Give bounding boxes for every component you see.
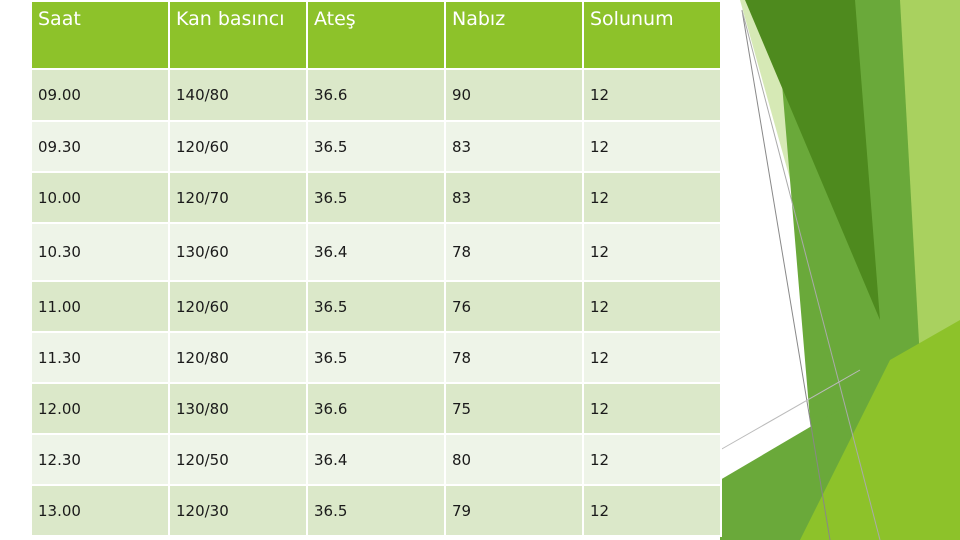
cell-kan-basinci: 130/80: [168, 382, 308, 435]
table-row: 10.00 120/70 36.5 83 12: [30, 171, 722, 224]
cell-nabiz: 79: [444, 484, 584, 537]
deco-line: [741, 9, 881, 540]
cell-nabiz: 75: [444, 382, 584, 435]
table-row: 13.00 120/30 36.5 79 12: [30, 484, 722, 537]
header-nabiz: Nabız: [444, 0, 584, 70]
cell-nabiz: 90: [444, 68, 584, 122]
cell-kan-basinci: 120/30: [168, 484, 308, 537]
header-saat: Saat: [30, 0, 170, 70]
cell-ates: 36.6: [306, 382, 446, 435]
cell-saat: 12.00: [30, 382, 170, 435]
cell-ates: 36.5: [306, 331, 446, 384]
cell-ates: 36.5: [306, 484, 446, 537]
cell-saat: 11.30: [30, 331, 170, 384]
cell-saat: 12.30: [30, 433, 170, 486]
table-row: 09.00 140/80 36.6 90 12: [30, 68, 722, 122]
cell-ates: 36.5: [306, 120, 446, 173]
cell-solunum: 12: [582, 382, 722, 435]
cell-solunum: 12: [582, 433, 722, 486]
cell-nabiz: 76: [444, 280, 584, 333]
cell-saat: 09.00: [30, 68, 170, 122]
header-kan-basinci: Kan basıncı: [168, 0, 308, 70]
cell-nabiz: 78: [444, 331, 584, 384]
cell-saat: 13.00: [30, 484, 170, 537]
table-header-row: Saat Kan basıncı Ateş Nabız Solunum: [30, 0, 722, 70]
header-ates: Ateş: [306, 0, 446, 70]
cell-solunum: 12: [582, 171, 722, 224]
header-solunum: Solunum: [582, 0, 722, 70]
vital-signs-table: Saat Kan basıncı Ateş Nabız Solunum 09.0…: [30, 0, 722, 537]
cell-nabiz: 80: [444, 433, 584, 486]
cell-kan-basinci: 120/70: [168, 171, 308, 224]
cell-ates: 36.6: [306, 68, 446, 122]
cell-solunum: 12: [582, 280, 722, 333]
cell-solunum: 12: [582, 331, 722, 384]
cell-saat: 11.00: [30, 280, 170, 333]
cell-kan-basinci: 120/50: [168, 433, 308, 486]
deco-shape-bottom-light: [800, 320, 960, 540]
deco-line: [741, 9, 831, 540]
cell-saat: 09.30: [30, 120, 170, 173]
cell-nabiz: 83: [444, 171, 584, 224]
table-row: 11.30 120/80 36.5 78 12: [30, 331, 722, 384]
cell-saat: 10.00: [30, 171, 170, 224]
cell-solunum: 12: [582, 484, 722, 537]
cell-solunum: 12: [582, 120, 722, 173]
cell-solunum: 12: [582, 68, 722, 122]
cell-kan-basinci: 120/80: [168, 331, 308, 384]
cell-ates: 36.4: [306, 433, 446, 486]
cell-ates: 36.4: [306, 222, 446, 282]
cell-ates: 36.5: [306, 171, 446, 224]
table-row: 09.30 120/60 36.5 83 12: [30, 120, 722, 173]
table-body: 09.00 140/80 36.6 90 12 09.30 120/60 36.5 83 12 10…: [30, 68, 722, 537]
table-row: 12.30 120/50 36.4 80 12: [30, 433, 722, 486]
cell-ates: 36.5: [306, 280, 446, 333]
deco-line: [719, 369, 861, 451]
deco-shape-dark: [745, 0, 880, 320]
table-row: 10.30 130/60 36.4 78 12: [30, 222, 722, 282]
cell-kan-basinci: 140/80: [168, 68, 308, 122]
cell-nabiz: 78: [444, 222, 584, 282]
cell-kan-basinci: 120/60: [168, 120, 308, 173]
cell-saat: 10.30: [30, 222, 170, 282]
table-row: 11.00 120/60 36.5 76 12: [30, 280, 722, 333]
cell-kan-basinci: 120/60: [168, 280, 308, 333]
cell-solunum: 12: [582, 222, 722, 282]
cell-nabiz: 83: [444, 120, 584, 173]
table-row: 12.00 130/80 36.6 75 12: [30, 382, 722, 435]
cell-kan-basinci: 130/60: [168, 222, 308, 282]
